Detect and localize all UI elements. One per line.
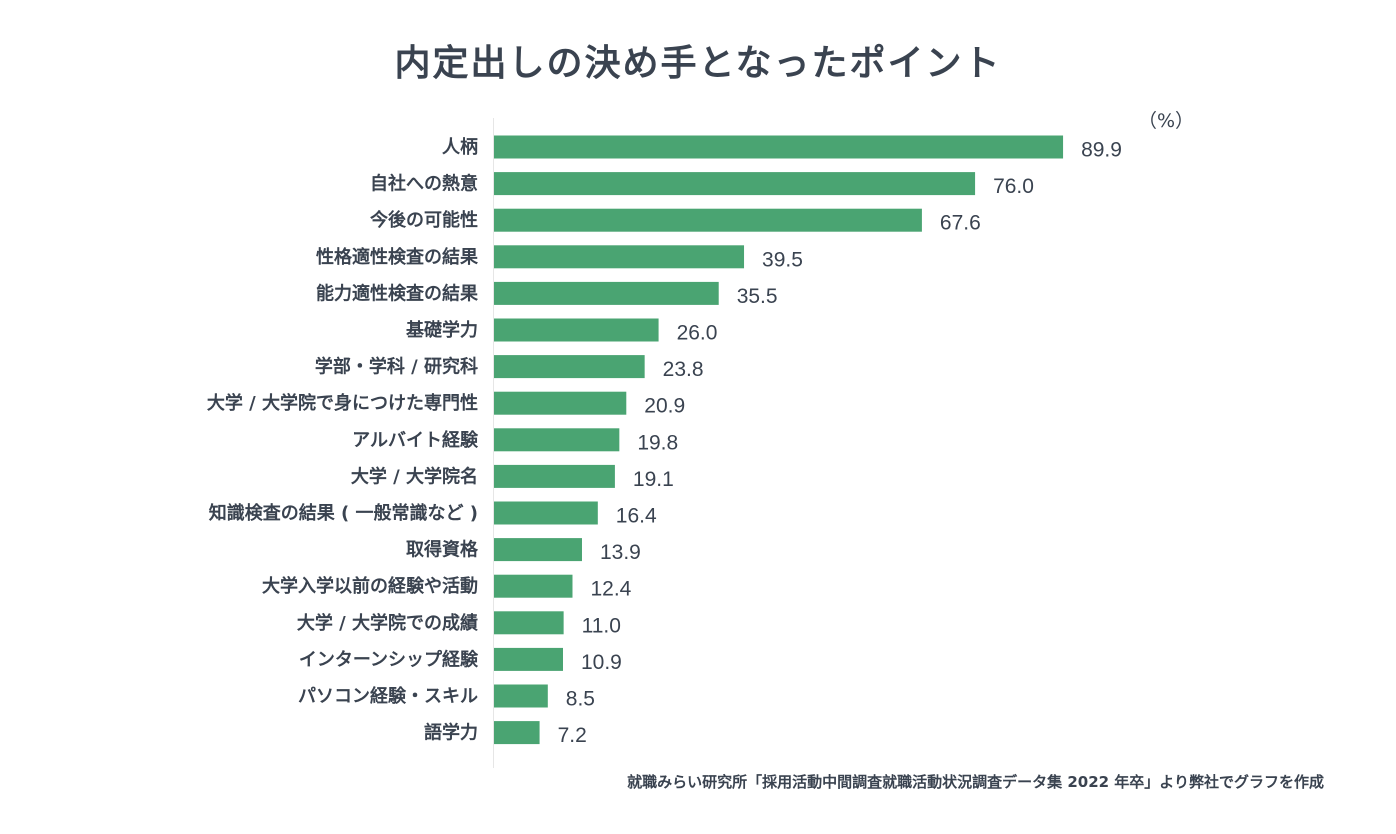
category-label: 自社への熱意 (370, 173, 478, 195)
value-label: 26.0 (677, 322, 718, 345)
category-label: 大学 / 大学院で身につけた専門性 (207, 392, 478, 414)
value-label: 8.5 (566, 688, 595, 711)
value-label: 11.0 (582, 614, 621, 637)
bar-2 (494, 172, 976, 196)
category-label: 取得資格 (406, 539, 479, 561)
category-label: 今後の可能性 (370, 209, 478, 231)
value-label: 19.8 (637, 431, 678, 454)
category-label: アルバイト経験 (352, 429, 479, 451)
bar-14 (494, 611, 564, 635)
bar-3 (494, 208, 922, 232)
category-label: パソコン経験・スキル (298, 685, 478, 707)
bar-16 (494, 684, 548, 708)
bar-1 (494, 135, 1064, 159)
value-label: 89.9 (1081, 139, 1122, 162)
value-label: 39.5 (762, 248, 803, 271)
bar-10 (494, 464, 615, 488)
value-label: 19.1 (633, 468, 674, 491)
bar-7 (494, 355, 645, 379)
value-label: 12.4 (590, 578, 631, 601)
chart-title: 内定出しの決め手となったポイント (394, 43, 1002, 84)
value-labels-group: 89.9 76.0 67.6 39.5 35.5 26.0 23.8 20.9 19.8 19.1… (558, 139, 1122, 748)
bar-5 (494, 281, 719, 305)
category-label: 語学力 (424, 722, 478, 744)
category-label: 基礎学力 (405, 319, 478, 341)
source-note: 就職みらい研究所「採用活動中間調査就職活動状況調査データ集 2022 年卒」より… (627, 773, 1324, 791)
value-label: 10.9 (581, 651, 622, 674)
value-label: 35.5 (737, 285, 778, 308)
category-label: インターンシップ経験 (299, 648, 479, 670)
bar-11 (494, 501, 598, 525)
value-label: 23.8 (663, 358, 704, 381)
bar-17 (494, 721, 540, 745)
value-label: 67.6 (940, 212, 981, 235)
value-label: 16.4 (616, 505, 657, 528)
bar-9 (494, 428, 620, 452)
bar-13 (494, 574, 573, 598)
bar-12 (494, 538, 582, 562)
bars-group (494, 135, 1064, 745)
value-label: 7.2 (558, 724, 587, 747)
category-label: 知識検査の結果 ( 一般常識など ) (209, 502, 478, 524)
bar-4 (494, 245, 745, 269)
unit-label: （%） (1138, 110, 1195, 132)
value-label: 20.9 (644, 395, 685, 418)
category-labels-group: 人柄自社への熱意今後の可能性性格適性検査の結果能力適性検査の結果基礎学力学部・学… (207, 137, 479, 744)
category-label: 性格適性検査の結果 (316, 246, 479, 268)
category-label: 大学入学以前の経験や活動 (262, 575, 478, 597)
value-label: 76.0 (993, 175, 1034, 198)
category-label: 人柄 (442, 137, 478, 158)
category-label: 学部・学科 / 研究科 (315, 356, 478, 378)
bar-8 (494, 391, 627, 415)
category-label: 大学 / 大学院名 (351, 465, 478, 487)
category-label: 大学 / 大学院での成績 (297, 612, 478, 634)
bar-6 (494, 318, 659, 342)
category-label: 能力適性検査の結果 (316, 282, 479, 304)
bar-15 (494, 647, 563, 671)
value-label: 13.9 (600, 541, 641, 564)
